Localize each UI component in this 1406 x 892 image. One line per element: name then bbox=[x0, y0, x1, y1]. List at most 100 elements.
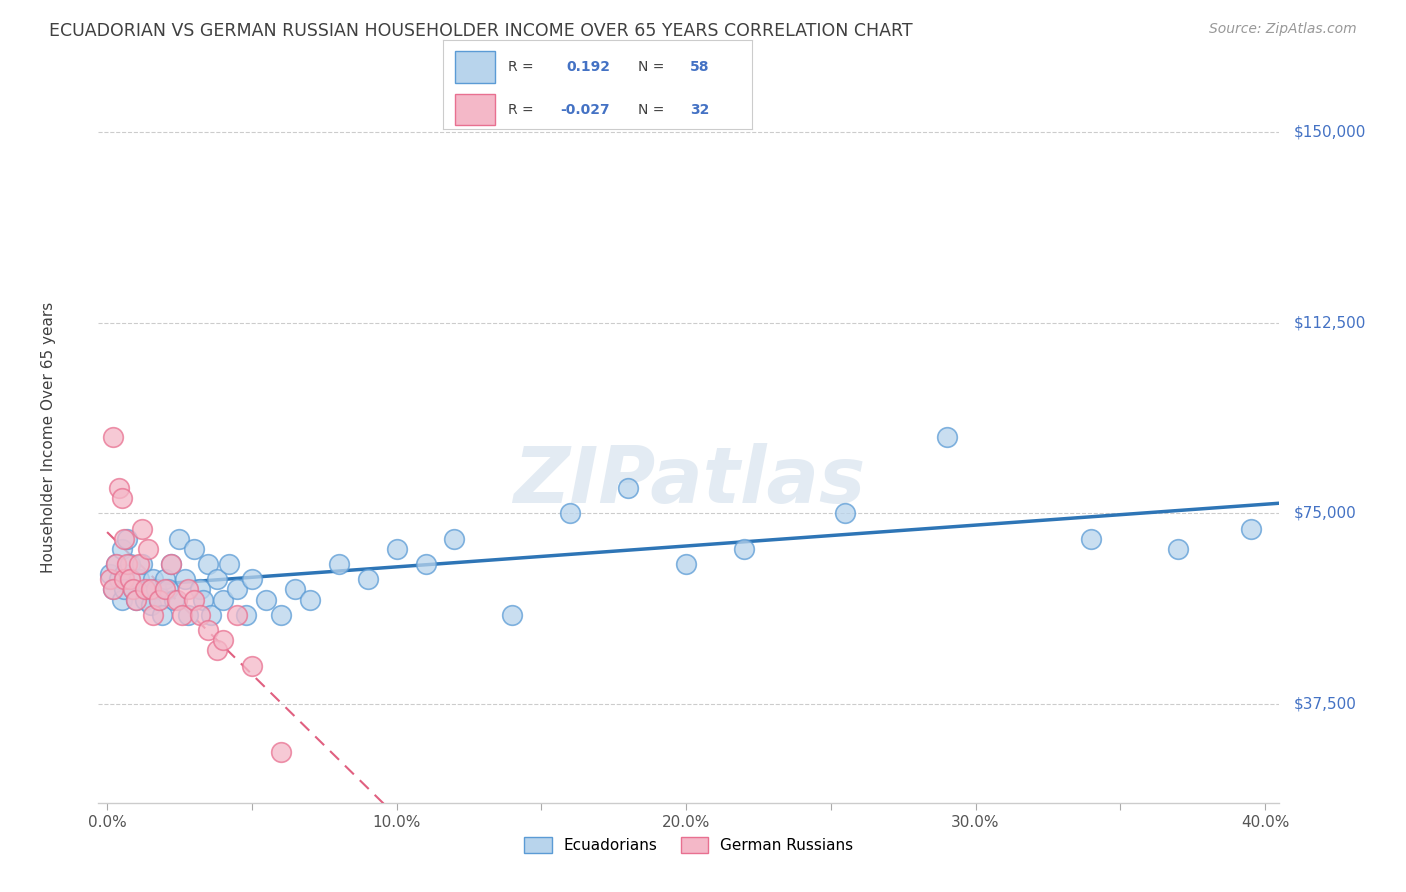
Point bbox=[101, 582, 124, 597]
Point bbox=[128, 557, 150, 571]
Point bbox=[205, 643, 228, 657]
Point bbox=[163, 592, 186, 607]
Point bbox=[183, 541, 205, 556]
Text: R =: R = bbox=[508, 103, 533, 117]
Point bbox=[197, 623, 219, 637]
Point bbox=[240, 572, 263, 586]
Text: 58: 58 bbox=[690, 60, 710, 74]
Point bbox=[125, 592, 148, 607]
Text: ZIPatlas: ZIPatlas bbox=[513, 443, 865, 519]
Point bbox=[254, 592, 277, 607]
Text: 32: 32 bbox=[690, 103, 710, 117]
Point bbox=[501, 607, 523, 622]
Point bbox=[104, 557, 127, 571]
Point bbox=[328, 557, 350, 571]
Point bbox=[131, 521, 153, 535]
Point bbox=[385, 541, 408, 556]
Point bbox=[98, 567, 121, 582]
Point bbox=[150, 607, 173, 622]
Point bbox=[284, 582, 307, 597]
Text: $150,000: $150,000 bbox=[1294, 125, 1365, 140]
Point bbox=[617, 481, 640, 495]
Point bbox=[166, 592, 188, 607]
Point bbox=[110, 491, 132, 505]
Point bbox=[156, 582, 179, 597]
Point bbox=[134, 592, 156, 607]
Point bbox=[172, 607, 194, 622]
Text: 0.192: 0.192 bbox=[567, 60, 610, 74]
Point bbox=[218, 557, 240, 571]
Point bbox=[174, 572, 197, 586]
Point bbox=[443, 532, 465, 546]
Text: $37,500: $37,500 bbox=[1294, 697, 1357, 711]
Point bbox=[205, 572, 228, 586]
Text: -0.027: -0.027 bbox=[561, 103, 610, 117]
Point bbox=[117, 532, 139, 546]
Text: $75,000: $75,000 bbox=[1294, 506, 1357, 521]
Point bbox=[191, 592, 214, 607]
Text: R =: R = bbox=[508, 60, 533, 74]
Point bbox=[142, 607, 165, 622]
Text: Source: ZipAtlas.com: Source: ZipAtlas.com bbox=[1209, 22, 1357, 37]
Point bbox=[122, 582, 145, 597]
Point bbox=[226, 607, 249, 622]
Point bbox=[935, 430, 957, 444]
Point bbox=[148, 592, 170, 607]
Point bbox=[131, 557, 153, 571]
Point bbox=[675, 557, 697, 571]
Point bbox=[235, 607, 257, 622]
Point bbox=[188, 607, 211, 622]
Point bbox=[122, 582, 145, 597]
Point bbox=[1167, 541, 1189, 556]
Text: ECUADORIAN VS GERMAN RUSSIAN HOUSEHOLDER INCOME OVER 65 YEARS CORRELATION CHART: ECUADORIAN VS GERMAN RUSSIAN HOUSEHOLDER… bbox=[49, 22, 912, 40]
Point bbox=[136, 582, 159, 597]
Point bbox=[560, 506, 582, 520]
Point bbox=[110, 592, 132, 607]
Point bbox=[177, 607, 200, 622]
Point bbox=[188, 582, 211, 597]
Point bbox=[101, 582, 124, 597]
FancyBboxPatch shape bbox=[456, 95, 495, 126]
Point bbox=[114, 567, 136, 582]
Point bbox=[153, 572, 176, 586]
Point bbox=[733, 541, 755, 556]
Point bbox=[1239, 521, 1261, 535]
FancyBboxPatch shape bbox=[456, 51, 495, 83]
Point bbox=[212, 633, 235, 648]
Point bbox=[101, 430, 124, 444]
Point bbox=[98, 572, 121, 586]
Point bbox=[159, 557, 181, 571]
Point bbox=[183, 592, 205, 607]
Point bbox=[153, 582, 176, 597]
Point bbox=[148, 592, 170, 607]
Point bbox=[139, 582, 162, 597]
Point bbox=[142, 572, 165, 586]
Point bbox=[159, 557, 181, 571]
Point bbox=[240, 658, 263, 673]
Point bbox=[197, 557, 219, 571]
Point bbox=[107, 572, 129, 586]
Point bbox=[200, 607, 222, 622]
Point bbox=[110, 541, 132, 556]
Point bbox=[145, 582, 167, 597]
Point bbox=[834, 506, 856, 520]
Point bbox=[120, 572, 142, 586]
Point bbox=[1080, 532, 1102, 546]
Point bbox=[114, 572, 136, 586]
Point bbox=[117, 557, 139, 571]
Text: N =: N = bbox=[638, 60, 664, 74]
Point bbox=[169, 532, 191, 546]
Point bbox=[226, 582, 249, 597]
Point bbox=[212, 592, 235, 607]
Point bbox=[120, 557, 142, 571]
Point bbox=[139, 598, 162, 612]
Point bbox=[136, 541, 159, 556]
Point bbox=[415, 557, 437, 571]
Point bbox=[125, 592, 148, 607]
Point bbox=[104, 557, 127, 571]
Point bbox=[270, 745, 292, 759]
Point bbox=[107, 481, 129, 495]
Point bbox=[177, 582, 200, 597]
Point bbox=[114, 582, 136, 597]
Point bbox=[298, 592, 321, 607]
